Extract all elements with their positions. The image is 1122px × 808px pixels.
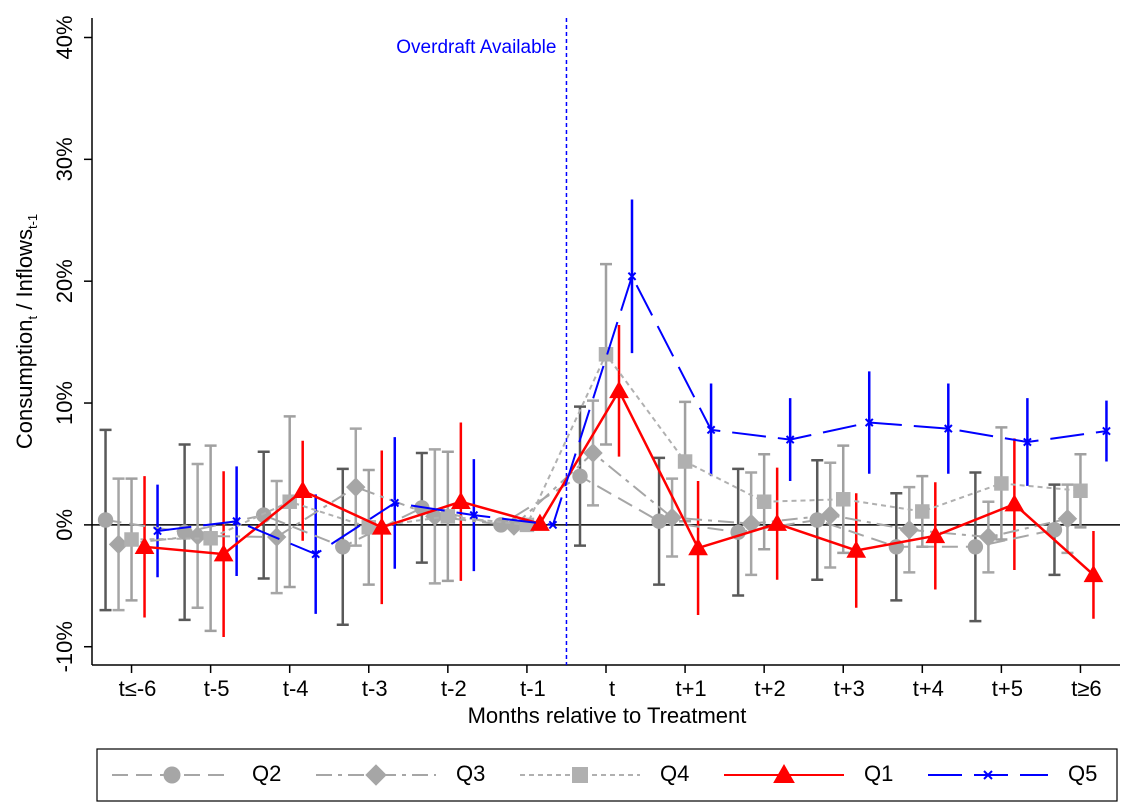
legend-box bbox=[96, 748, 1118, 802]
x-tick-label: t-1 bbox=[520, 676, 546, 701]
marker bbox=[1083, 564, 1104, 583]
x-tick-label: t bbox=[609, 676, 615, 701]
marker bbox=[994, 476, 1009, 491]
y-tick-label: 30% bbox=[52, 137, 77, 181]
legend-item: Q3 bbox=[316, 761, 485, 786]
marker bbox=[688, 538, 708, 556]
marker bbox=[899, 520, 920, 540]
marker bbox=[469, 510, 479, 520]
y-tick-label: -10% bbox=[52, 621, 77, 672]
marker bbox=[983, 770, 993, 780]
marker bbox=[1057, 509, 1078, 529]
marker bbox=[767, 513, 788, 531]
marker bbox=[662, 507, 682, 528]
y-label-part: t bbox=[25, 315, 40, 319]
marker bbox=[967, 539, 984, 555]
marker bbox=[213, 544, 234, 562]
marker bbox=[1023, 437, 1032, 447]
x-axis-label: Months relative to Treatment bbox=[468, 703, 747, 728]
marker bbox=[1004, 494, 1025, 512]
legend-label: Q4 bbox=[660, 761, 689, 786]
marker bbox=[548, 520, 558, 530]
legend-label: Q2 bbox=[252, 761, 281, 786]
marker bbox=[677, 454, 693, 469]
x-tick-label: t-4 bbox=[283, 676, 309, 701]
x-tick-label: t≥6 bbox=[1071, 676, 1101, 701]
marker bbox=[450, 491, 471, 509]
marker bbox=[203, 531, 218, 546]
marker bbox=[153, 526, 162, 536]
marker bbox=[820, 505, 840, 525]
legend-label: Q5 bbox=[1068, 761, 1097, 786]
x-tick-label: t+3 bbox=[834, 676, 865, 701]
legend-label: Q1 bbox=[864, 761, 893, 786]
x-tick-label: t≤-6 bbox=[119, 676, 157, 701]
marker bbox=[163, 766, 181, 784]
marker bbox=[1046, 522, 1063, 538]
marker bbox=[390, 498, 400, 508]
y-tick-label: 0% bbox=[52, 509, 77, 541]
marker bbox=[292, 480, 313, 499]
y-label-part: / Inflows bbox=[12, 229, 37, 316]
marker bbox=[440, 509, 456, 524]
marker bbox=[609, 380, 629, 399]
x-tick-label: t-2 bbox=[441, 676, 467, 701]
y-label-part: t-1 bbox=[25, 214, 40, 229]
y-tick-label: 40% bbox=[52, 15, 77, 59]
marker bbox=[1102, 426, 1111, 436]
marker bbox=[232, 516, 241, 526]
marker bbox=[846, 540, 867, 558]
annotation: Overdraft Available bbox=[396, 37, 556, 58]
marker bbox=[371, 517, 392, 535]
x-tick-label: t+2 bbox=[755, 676, 786, 701]
marker bbox=[627, 272, 637, 281]
marker bbox=[835, 492, 851, 507]
marker bbox=[944, 424, 953, 433]
marker bbox=[97, 512, 114, 528]
marker bbox=[365, 764, 387, 786]
marker bbox=[311, 549, 320, 559]
marker bbox=[346, 477, 366, 497]
marker bbox=[925, 525, 946, 544]
marker bbox=[756, 494, 772, 509]
marker bbox=[864, 418, 874, 427]
marker bbox=[124, 532, 139, 547]
marker bbox=[572, 468, 588, 484]
marker bbox=[706, 425, 716, 435]
marker bbox=[773, 763, 795, 783]
y-tick-label: 10% bbox=[52, 381, 77, 425]
marker bbox=[572, 767, 588, 783]
marker bbox=[915, 504, 930, 519]
legend-item: Q4 bbox=[520, 761, 689, 786]
legend-item: Q5 bbox=[928, 761, 1097, 786]
marker bbox=[598, 347, 614, 362]
legend-item: Q2 bbox=[112, 761, 281, 786]
marker bbox=[335, 539, 351, 555]
legend-item: Q1 bbox=[724, 761, 893, 786]
marker bbox=[255, 507, 272, 523]
x-tick-label: t-3 bbox=[362, 676, 388, 701]
marker bbox=[1073, 483, 1088, 499]
y-axis-label: Consumptiont / Inflowst-1 bbox=[12, 214, 40, 449]
marker bbox=[583, 443, 603, 463]
y-tick-label: 20% bbox=[52, 259, 77, 303]
x-tick-label: t-5 bbox=[204, 676, 230, 701]
y-label-part: Consumption bbox=[12, 319, 37, 449]
marker bbox=[978, 527, 999, 547]
marker bbox=[134, 536, 155, 555]
x-tick-label: t+5 bbox=[992, 676, 1023, 701]
x-tick-label: t+1 bbox=[675, 676, 706, 701]
x-tick-label: t+4 bbox=[913, 676, 944, 701]
legend-label: Q3 bbox=[456, 761, 485, 786]
marker bbox=[785, 435, 795, 444]
